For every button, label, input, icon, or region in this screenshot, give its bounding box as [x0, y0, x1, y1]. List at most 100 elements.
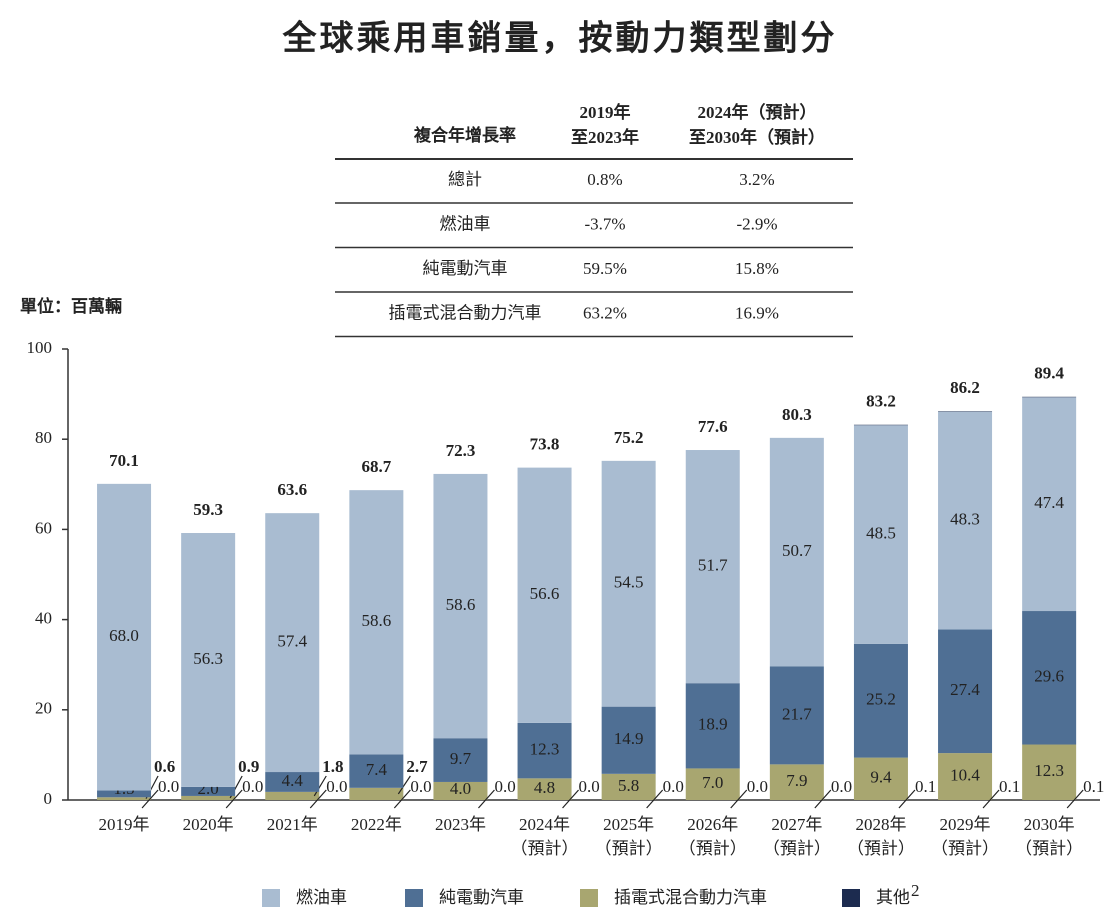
bar-segment [97, 797, 152, 800]
bar-segment [601, 773, 656, 800]
value-label: 5.8 [618, 776, 639, 795]
leader-line [562, 789, 579, 809]
bar-segment [938, 411, 993, 630]
value-label: 56.3 [193, 649, 223, 668]
bar-segment [769, 437, 824, 667]
value-label: 0.0 [579, 777, 600, 796]
x-tick-label: 2021年 [267, 815, 318, 834]
bar-segment [1022, 397, 1077, 612]
value-label: 10.4 [950, 765, 980, 784]
legend-footnote: 2 [911, 881, 920, 900]
value-label: 9.4 [870, 768, 892, 787]
value-label: 0.0 [158, 777, 179, 796]
x-tick-label: 2027年 [771, 815, 822, 834]
value-label: 4.0 [450, 779, 471, 798]
value-label: 47.4 [1034, 493, 1064, 512]
table-header: 複合年增長率 [413, 125, 516, 145]
value-label: 29.6 [1034, 667, 1064, 686]
leader-line [225, 789, 243, 809]
value-label: 1.8 [322, 757, 343, 776]
y-tick-label: 40 [35, 609, 52, 628]
value-label: 58.6 [361, 611, 391, 630]
value-label: 2.7 [406, 757, 428, 776]
bar-segment [769, 666, 824, 765]
y-tick-label: 100 [27, 338, 53, 357]
x-tick-label: 2025年 [603, 815, 654, 834]
bar-segment [181, 786, 236, 796]
leader-line [982, 789, 1000, 809]
bar-segment [433, 738, 488, 782]
bar-segment [181, 533, 236, 787]
legend-label: 純電動汽車 [439, 888, 524, 907]
x-tick-label: （預計） [511, 839, 579, 858]
leader-line [1066, 789, 1084, 809]
total-label: 86.2 [950, 378, 980, 397]
bar-segment [853, 757, 908, 800]
bar-segment [349, 490, 404, 755]
leader-line [313, 775, 327, 797]
y-tick-label: 20 [35, 699, 52, 718]
leader-line [309, 789, 327, 809]
x-tick-label: （預計） [931, 839, 999, 858]
value-label: 48.3 [950, 510, 980, 529]
value-label: 9.7 [450, 749, 472, 768]
value-label: 51.7 [698, 556, 728, 575]
legend-swatch [580, 889, 598, 907]
leader-line [141, 789, 159, 809]
x-tick-label: （預計） [679, 839, 747, 858]
total-label: 73.8 [530, 435, 560, 454]
legend-swatch [405, 889, 423, 907]
value-label: 0.0 [747, 777, 768, 796]
table-cell: 3.2% [739, 170, 774, 189]
value-label: 0.0 [242, 777, 263, 796]
total-label: 59.3 [193, 500, 223, 519]
value-label: 57.4 [277, 632, 307, 651]
table-cell: -2.9% [736, 214, 777, 233]
bar-segment [433, 473, 488, 739]
value-label: 50.7 [782, 541, 812, 560]
bar-segment [853, 643, 908, 758]
value-label: 0.0 [494, 777, 515, 796]
bar-segment [685, 768, 740, 800]
chart-title: 全球乘用車銷量，按動力類型劃分 [282, 19, 838, 59]
bar-segment [97, 790, 152, 798]
bar-segment [97, 483, 152, 791]
value-label: 0.1 [999, 777, 1020, 796]
table-header: 2019年 [580, 102, 631, 122]
table-header: 至2030年（預計） [689, 127, 825, 147]
x-tick-label: 2029年 [940, 815, 991, 834]
bar-segment [938, 753, 993, 800]
value-label: 0.0 [831, 777, 852, 796]
bar-segment [517, 722, 572, 779]
bar-segment [517, 467, 572, 723]
table-cell: 總計 [448, 170, 482, 189]
legend-label: 燃油車 [296, 888, 347, 907]
y-tick-label: 80 [35, 428, 52, 447]
total-label: 80.3 [782, 405, 812, 424]
total-label: 63.6 [277, 480, 307, 499]
total-label: 75.2 [614, 428, 644, 447]
total-label: 68.7 [361, 457, 391, 476]
value-label: 14.9 [614, 729, 644, 748]
bar-segment [265, 513, 320, 773]
value-label: 0.0 [326, 777, 347, 796]
x-tick-label: 2024年 [519, 815, 570, 834]
unit-label: 單位：百萬輛 [20, 296, 122, 316]
value-label: 68.0 [109, 626, 139, 645]
bar-segment [349, 754, 404, 788]
table-cell: 燃油車 [440, 214, 491, 233]
bar-segment [938, 629, 993, 754]
value-label: 7.9 [786, 771, 807, 790]
legend-label: 其他 [876, 888, 910, 907]
value-label: 4.8 [534, 778, 555, 797]
value-label: 54.5 [614, 573, 644, 592]
x-tick-label: 2030年 [1024, 815, 1075, 834]
value-label: 0.1 [1083, 777, 1104, 796]
value-label: 4.4 [282, 771, 304, 790]
bar-segment [517, 778, 572, 800]
bar-segment [1022, 744, 1077, 800]
legend-swatch [842, 889, 860, 907]
table-cell: 16.9% [735, 303, 779, 322]
legend-label: 插電式混合動力汽車 [614, 888, 767, 907]
leader-line [397, 775, 411, 795]
